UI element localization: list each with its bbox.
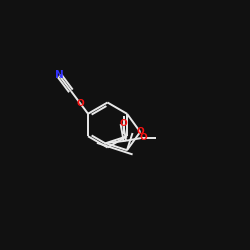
Text: O: O <box>119 119 127 128</box>
Text: O: O <box>76 99 84 108</box>
Text: O: O <box>139 133 147 142</box>
Text: O: O <box>136 128 144 136</box>
Text: N: N <box>55 70 64 80</box>
